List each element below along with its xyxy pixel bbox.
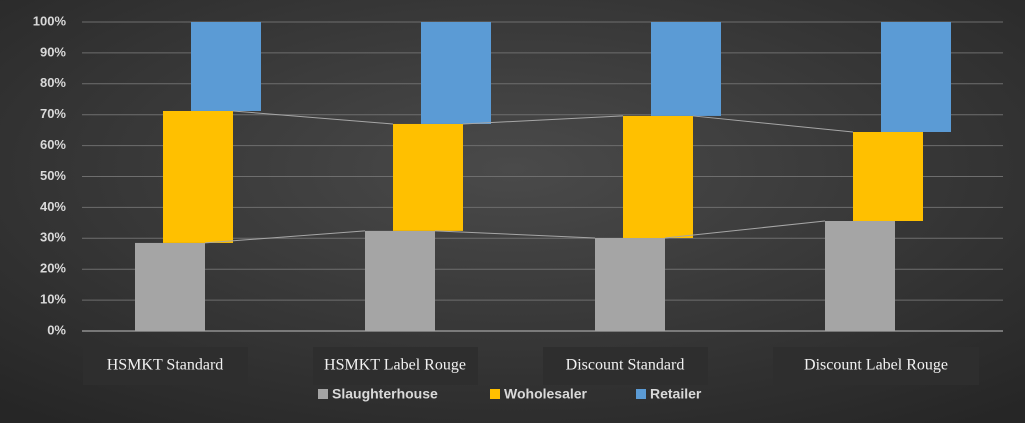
bar-segment <box>163 110 233 243</box>
y-tick-label: 70% <box>40 106 66 121</box>
y-tick-label: 90% <box>40 44 66 59</box>
y-tick-label: 0% <box>47 322 66 337</box>
bar-segment <box>595 237 665 331</box>
series-line <box>204 230 366 244</box>
series-line <box>232 110 394 125</box>
bar-segment <box>135 242 205 331</box>
legend-swatch <box>318 389 328 399</box>
y-tick-label: 20% <box>40 261 66 276</box>
series-line <box>434 230 596 239</box>
x-tick-label: HSMKT Standard <box>107 357 224 374</box>
y-tick-label: 30% <box>40 230 66 245</box>
bar-segment <box>825 220 895 331</box>
y-tick-label: 60% <box>40 137 66 152</box>
bar-segment <box>853 132 923 221</box>
y-tick-label: 80% <box>40 75 66 90</box>
y-tick-label: 50% <box>40 168 66 183</box>
y-tick-label: 100% <box>33 13 67 28</box>
legend-swatch <box>490 389 500 399</box>
category-box <box>773 347 979 385</box>
legend-label: Woholesaler <box>504 386 588 402</box>
bar-segment <box>623 115 693 238</box>
legend-label: Slaughterhouse <box>332 386 438 402</box>
series-line <box>462 115 624 125</box>
category-box <box>83 347 248 385</box>
x-tick-label: Discount Label Rouge <box>804 357 948 374</box>
bar-segment <box>651 22 721 116</box>
legend-label: Retailer <box>650 386 702 402</box>
bar-segment <box>881 22 951 133</box>
category-box <box>313 347 478 385</box>
category-box <box>543 347 708 385</box>
x-tick-label: HSMKT Label Rouge <box>324 357 466 374</box>
y-tick-label: 10% <box>40 292 66 307</box>
y-tick-label: 40% <box>40 199 66 214</box>
x-tick-label: Discount Standard <box>566 357 685 374</box>
bar-segment <box>393 123 463 231</box>
series-line <box>664 220 826 239</box>
bar-segment <box>191 22 261 111</box>
bar-segment <box>365 230 435 331</box>
series-line <box>692 115 854 133</box>
legend-swatch <box>636 389 646 399</box>
bar-segment <box>421 22 491 124</box>
